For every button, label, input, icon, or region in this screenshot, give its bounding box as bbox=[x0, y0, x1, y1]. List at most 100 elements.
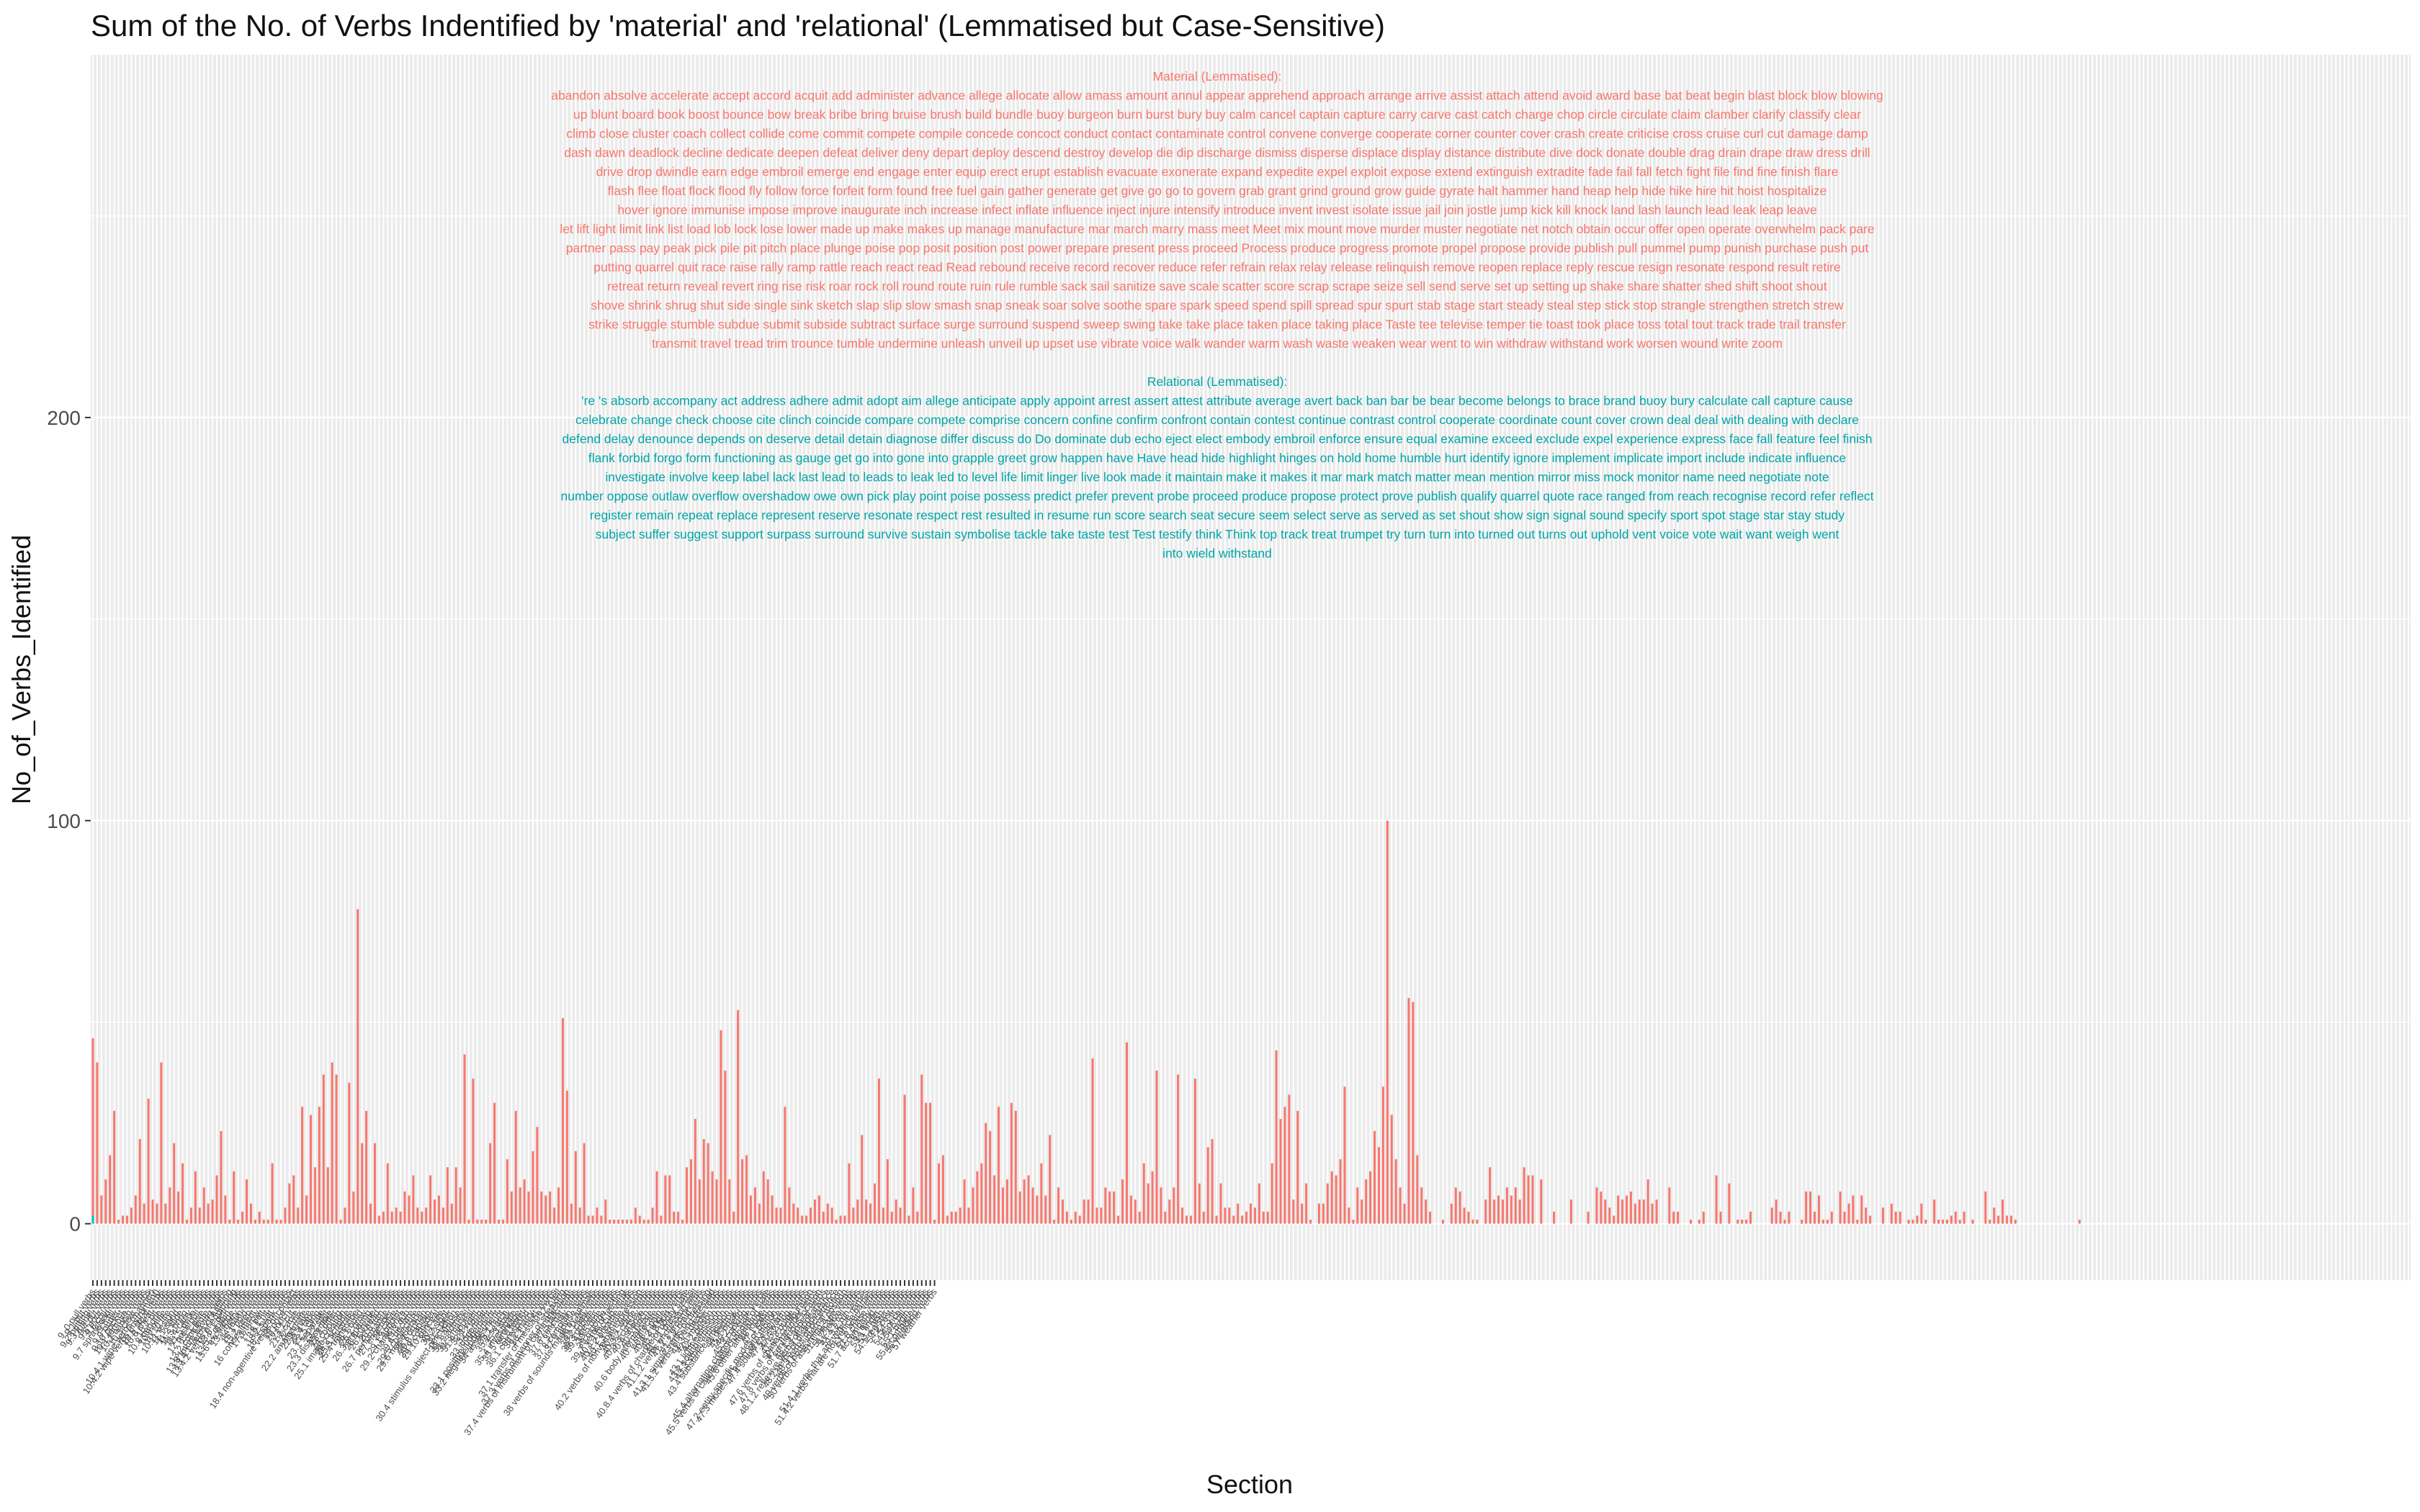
material-bar bbox=[1467, 1211, 1470, 1224]
material-bar bbox=[361, 1143, 364, 1224]
material-bar bbox=[1518, 1200, 1521, 1224]
material-bar bbox=[1027, 1175, 1030, 1224]
material-bar bbox=[1228, 1207, 1231, 1224]
material-bar bbox=[1728, 1183, 1731, 1224]
material-bar bbox=[1198, 1183, 1201, 1224]
material-bar bbox=[886, 1159, 889, 1224]
material-bar bbox=[861, 1135, 864, 1224]
material-bar bbox=[220, 1130, 223, 1224]
material-bar bbox=[322, 1074, 325, 1224]
material-bar bbox=[959, 1207, 962, 1224]
material-bar bbox=[647, 1220, 650, 1224]
material-bar bbox=[1309, 1220, 1312, 1224]
material-bar bbox=[1279, 1119, 1282, 1224]
material-bar bbox=[985, 1122, 987, 1224]
material-bar bbox=[1407, 998, 1410, 1224]
material-bar bbox=[899, 1207, 902, 1224]
material-bar bbox=[493, 1102, 496, 1224]
material-bar bbox=[1361, 1200, 1363, 1224]
material-bar bbox=[310, 1115, 312, 1224]
material-bar bbox=[1186, 1215, 1188, 1224]
material-bar bbox=[339, 1220, 342, 1224]
relational-annotation-line: register remain repeat replace represent… bbox=[590, 508, 1845, 523]
material-bar bbox=[151, 1200, 154, 1224]
material-bar bbox=[1044, 1195, 1047, 1224]
material-bar bbox=[182, 1163, 184, 1224]
material-bar bbox=[536, 1127, 539, 1224]
material-bar bbox=[1941, 1220, 1944, 1224]
material-bar bbox=[1621, 1200, 1624, 1224]
material-bar bbox=[874, 1183, 876, 1224]
material-bar bbox=[1527, 1175, 1530, 1224]
material-bar bbox=[801, 1215, 804, 1224]
material-bar bbox=[753, 1187, 756, 1224]
material-bar bbox=[169, 1187, 171, 1224]
material-bar bbox=[677, 1211, 680, 1224]
material-bar bbox=[147, 1099, 150, 1224]
material-bar bbox=[655, 1171, 658, 1224]
material-bar bbox=[506, 1159, 508, 1224]
material-bar bbox=[1912, 1220, 1914, 1224]
material-bar bbox=[297, 1207, 300, 1224]
material-bar bbox=[395, 1207, 398, 1224]
material-bar bbox=[467, 1220, 470, 1224]
material-bar bbox=[1839, 1191, 1842, 1224]
material-bar bbox=[771, 1195, 774, 1224]
material-bar bbox=[557, 1187, 560, 1224]
material-bar bbox=[1514, 1187, 1517, 1224]
material-bar bbox=[1049, 1135, 1052, 1224]
material-bar bbox=[553, 1207, 556, 1224]
material-bar bbox=[1390, 1115, 1393, 1224]
material-bar bbox=[1373, 1130, 1376, 1224]
material-bar bbox=[1847, 1203, 1850, 1224]
material-bar bbox=[1296, 1110, 1299, 1224]
material-bar bbox=[642, 1220, 645, 1224]
material-bar bbox=[1352, 1220, 1355, 1224]
material-bar bbox=[202, 1187, 205, 1224]
material-bar bbox=[1749, 1211, 1752, 1224]
material-bar bbox=[198, 1207, 201, 1224]
material-bar bbox=[1779, 1211, 1782, 1224]
material-bar bbox=[100, 1195, 103, 1224]
material-bar bbox=[1134, 1200, 1137, 1224]
gridlines bbox=[91, 55, 2411, 1280]
material-bar bbox=[450, 1203, 453, 1224]
material-bar bbox=[1865, 1207, 1868, 1224]
material-bar bbox=[1463, 1207, 1466, 1224]
material-bar bbox=[519, 1187, 521, 1224]
material-bar bbox=[1053, 1220, 1056, 1224]
material-bar bbox=[1907, 1220, 1910, 1224]
material-bar bbox=[1454, 1187, 1457, 1224]
material-bar bbox=[1292, 1200, 1295, 1224]
material-series bbox=[91, 820, 2081, 1224]
material-bar bbox=[1177, 1074, 1180, 1224]
material-bar bbox=[421, 1211, 424, 1224]
material-bar bbox=[275, 1220, 278, 1224]
material-bar bbox=[399, 1211, 402, 1224]
material-bar bbox=[1429, 1211, 1432, 1224]
material-bar bbox=[403, 1191, 406, 1224]
material-bar bbox=[1531, 1175, 1534, 1224]
material-bar bbox=[1339, 1159, 1342, 1224]
material-bar bbox=[527, 1191, 530, 1224]
material-bar bbox=[565, 1090, 568, 1224]
material-bar bbox=[463, 1054, 466, 1224]
material-bar bbox=[912, 1187, 915, 1224]
material-bar bbox=[1381, 1086, 1384, 1224]
material-bar bbox=[1288, 1094, 1291, 1224]
material-bar bbox=[660, 1215, 663, 1224]
material-bar bbox=[1595, 1187, 1598, 1224]
material-bar bbox=[429, 1175, 432, 1224]
material-bar bbox=[1160, 1187, 1162, 1224]
relational-annotation-line: subject suffer suggest support surpass s… bbox=[596, 527, 1839, 541]
material-bar bbox=[1788, 1211, 1791, 1224]
material-bar bbox=[728, 1179, 731, 1224]
material-bar bbox=[301, 1107, 304, 1224]
material-bar bbox=[711, 1171, 714, 1224]
material-bar bbox=[587, 1215, 590, 1224]
material-bar bbox=[1826, 1220, 1829, 1224]
material-bar bbox=[1057, 1187, 1060, 1224]
material-bar bbox=[941, 1155, 944, 1224]
material-bar bbox=[1450, 1203, 1453, 1224]
